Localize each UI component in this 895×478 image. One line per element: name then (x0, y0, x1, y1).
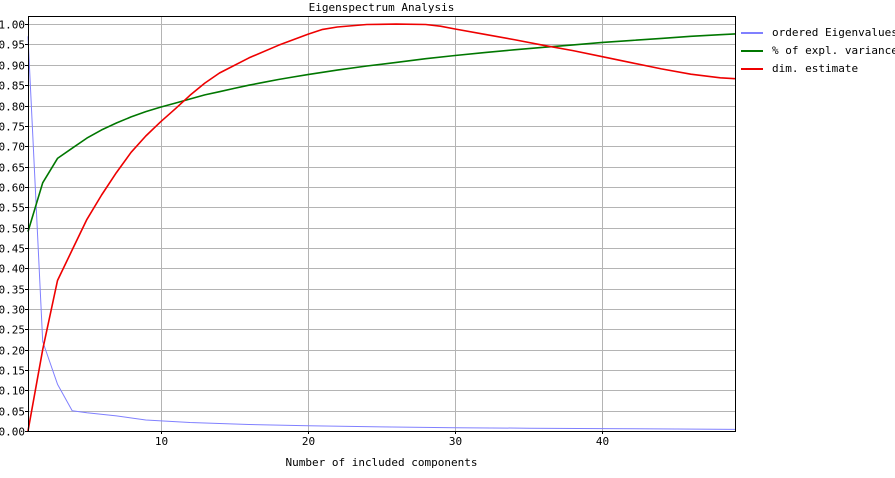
y-tick-label: 0.35 (0, 284, 25, 297)
y-tick-label: 0.80 (0, 101, 25, 114)
y-tick-label: 0.95 (0, 39, 25, 52)
axes: 0.00 0.05 0.10 0.15 0.20 0.25 0.30 0.35 0.40 0.45… (0, 19, 609, 449)
series-line-1 (27, 36, 736, 430)
legend-label: ordered Eigenvalues (772, 26, 895, 39)
legend-label: dim. estimate (772, 62, 859, 75)
plot-frame (28, 16, 736, 432)
series-lines (27, 23, 736, 432)
legend-item-expl-variance: % of expl. variance (741, 43, 895, 61)
x-axis-label: Number of included components (285, 456, 477, 469)
y-tick-label: 0.55 (0, 202, 25, 215)
legend-label: % of expl. variance (772, 44, 895, 57)
y-tick-label: 0.90 (0, 60, 25, 73)
y-tick-label: 0.45 (0, 243, 25, 256)
y-tick-label: 0.40 (0, 263, 25, 276)
y-tick-label: 0.65 (0, 162, 25, 175)
x-tick-label: 30 (449, 435, 462, 448)
y-tick-label: 0.10 (0, 385, 25, 398)
y-tick-label: 0.05 (0, 406, 25, 419)
y-tick-label: 1.00 (0, 19, 25, 32)
x-tick-label: 40 (596, 435, 609, 448)
y-tick-label: 0.15 (0, 365, 25, 378)
legend-item-dim-estimate: dim. estimate (741, 61, 891, 79)
legend-item-eigenvalues: ordered Eigenvalues (741, 25, 895, 43)
legend-swatch (741, 32, 763, 34)
legend: ordered Eigenvalues % of expl. variance … (741, 25, 895, 79)
y-tick-label: 0.20 (0, 345, 25, 358)
y-tick-label: 0.60 (0, 182, 25, 195)
y-tick-label: 0.00 (0, 426, 25, 439)
legend-swatch (741, 50, 763, 52)
y-tick-label: 0.25 (0, 324, 25, 337)
chart-title: Eigenspectrum Analysis (309, 1, 455, 14)
series-line-2 (27, 33, 736, 232)
y-tick-label: 0.30 (0, 304, 25, 317)
y-tick-label: 0.85 (0, 80, 25, 93)
grid (28, 16, 735, 431)
x-tick-label: 20 (302, 435, 315, 448)
y-tick-label: 0.70 (0, 141, 25, 154)
series-line-3 (27, 23, 736, 432)
y-tick-label: 0.50 (0, 223, 25, 236)
legend-swatch (741, 68, 763, 70)
x-tick-label: 10 (155, 435, 168, 448)
y-tick-label: 0.75 (0, 121, 25, 134)
